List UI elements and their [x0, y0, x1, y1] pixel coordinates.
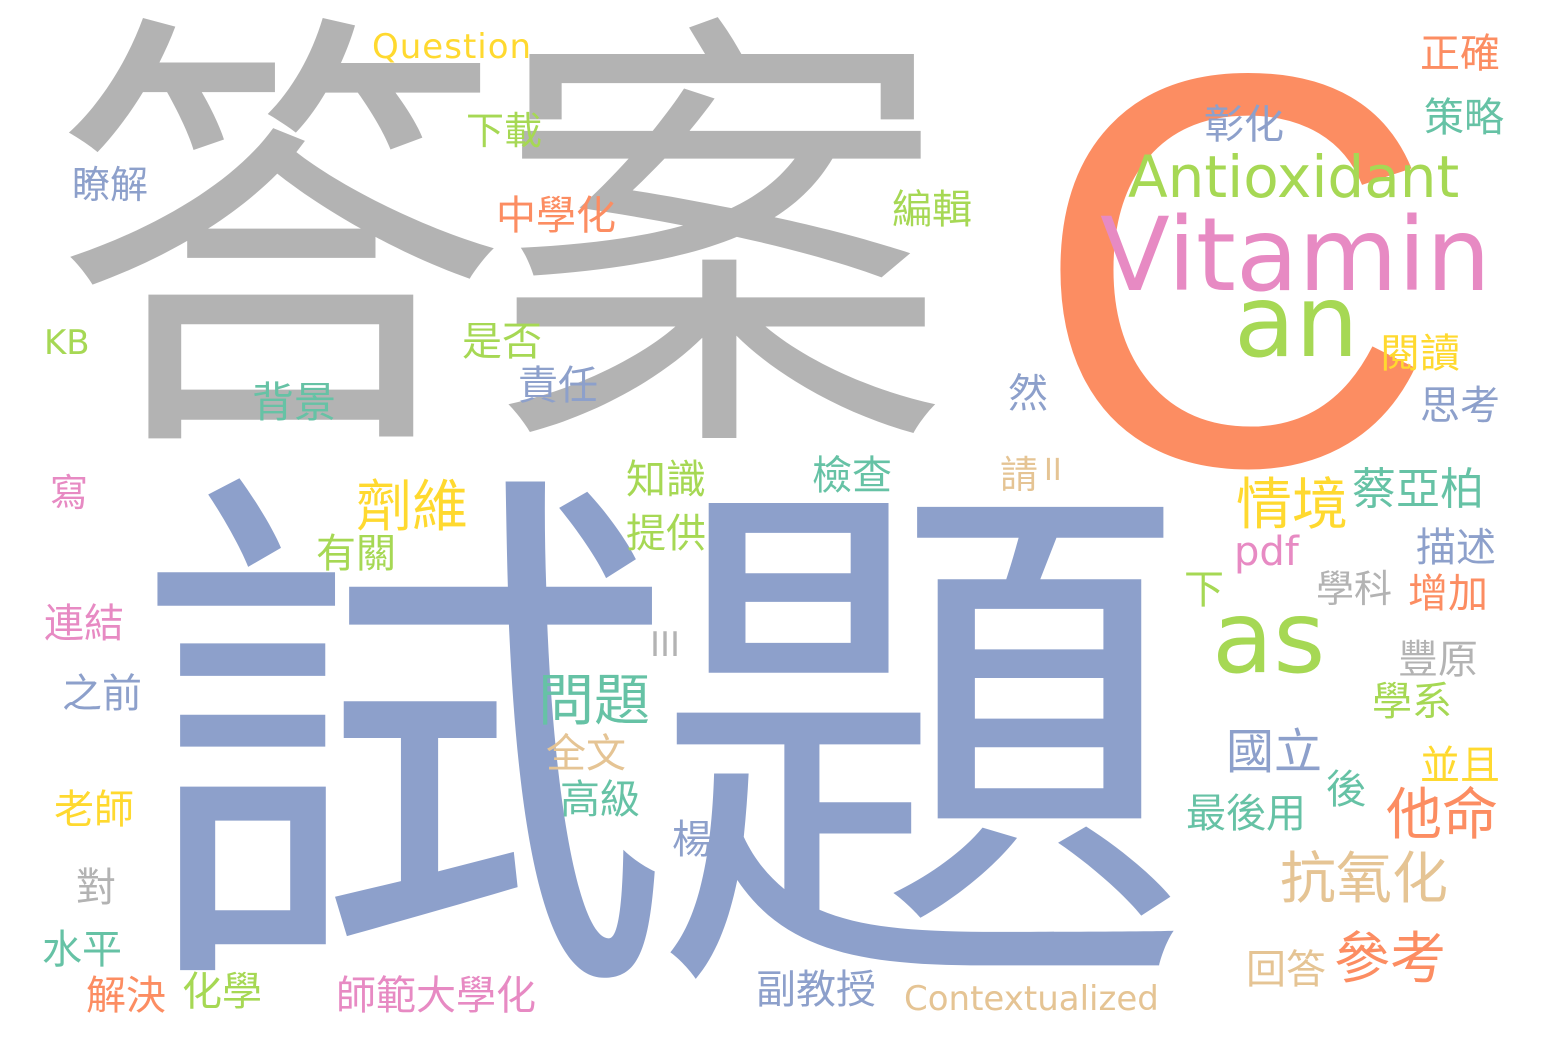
word-wenti: 問題: [538, 669, 650, 734]
word-quanwen: 全文: [546, 731, 626, 777]
word-an: an: [1234, 263, 1359, 380]
word-jiancha: 檢查: [812, 453, 892, 499]
word-zuihouyong: 最後用: [1186, 791, 1306, 837]
word-vitamin: Vitamin: [1100, 196, 1491, 315]
word-fujiaoshou: 副教授: [756, 967, 876, 1013]
word-taming: 他命: [1386, 783, 1498, 848]
word-xiazai: 下載: [466, 109, 543, 153]
word-xuexi: 學系: [1372, 679, 1452, 725]
word-daan: 答案: [52, 0, 948, 510]
word-pdf: pdf: [1234, 529, 1299, 575]
word-zhengque: 正確: [1420, 31, 1500, 77]
word-antioxidant: Antioxidant: [1128, 143, 1460, 211]
word-zhongxuehua: 中學化: [496, 193, 616, 239]
word-qing: 請: [1000, 453, 1039, 497]
word-liaojie: 瞭解: [72, 163, 149, 207]
word-zengjia: 增加: [1408, 571, 1488, 617]
word-gaoji: 高級: [560, 777, 640, 823]
word-bingqie: 並且: [1420, 743, 1500, 789]
word-guoli: 國立: [1226, 724, 1323, 780]
word-iii: III: [650, 625, 681, 665]
word-contextualized: Contextualized: [904, 979, 1159, 1019]
word-kb: KB: [44, 323, 90, 363]
word-qingjing: 情境: [1236, 473, 1348, 538]
word-fengyuan: 豐原: [1398, 637, 1478, 683]
word-sikao: 思考: [1420, 383, 1500, 429]
word-shifandaxuehua: 師範大學化: [336, 973, 536, 1019]
word-xia: 下: [1177, 568, 1223, 608]
word-miaoshu: 描述: [1416, 525, 1496, 571]
word-youguan: 有關: [316, 531, 396, 577]
word-beijing: 背景: [252, 378, 337, 427]
word-shifou: 是否: [462, 319, 542, 365]
word-huaxue: 化學: [182, 969, 262, 1015]
word-question: Question: [372, 27, 533, 67]
word-yuedu: 閱讀: [1380, 331, 1460, 377]
word-laoshi: 老師: [54, 787, 134, 833]
word-huida: 回答: [1246, 947, 1326, 993]
word-dui: 對: [76, 865, 116, 911]
word-shuiping: 水平: [42, 927, 122, 973]
word-zeren: 責任: [518, 363, 598, 409]
word-zhanghua: 彰化: [1204, 102, 1284, 148]
word-celue: 策略: [1424, 95, 1504, 141]
word-cankao: 參考: [1334, 927, 1446, 992]
word-zhiqian: 之前: [62, 671, 142, 717]
word-ii: II: [1044, 453, 1062, 488]
word-caiyabo: 蔡亞柏: [1352, 464, 1484, 515]
word-lianjie: 連結: [44, 601, 124, 647]
word-xie: 寫: [50, 471, 89, 515]
word-bianji: 編輯: [892, 187, 972, 233]
word-jiwei: 劑維: [356, 475, 468, 540]
word-kangyanghua: 抗氧化: [1280, 847, 1448, 912]
word-jiejue: 解決: [86, 973, 166, 1019]
word-xueke: 學科: [1316, 567, 1393, 611]
word-hou: 後: [1326, 767, 1366, 813]
word-as: as: [1212, 579, 1326, 696]
word-zhishi: 知識: [626, 457, 706, 503]
word-tigong: 提供: [626, 511, 706, 557]
word-c: C: [1032, 0, 1437, 583]
word-ran: 然: [1001, 372, 1047, 412]
word-shiti: 試題: [132, 434, 1192, 1052]
word-yang: 楊: [665, 818, 711, 858]
